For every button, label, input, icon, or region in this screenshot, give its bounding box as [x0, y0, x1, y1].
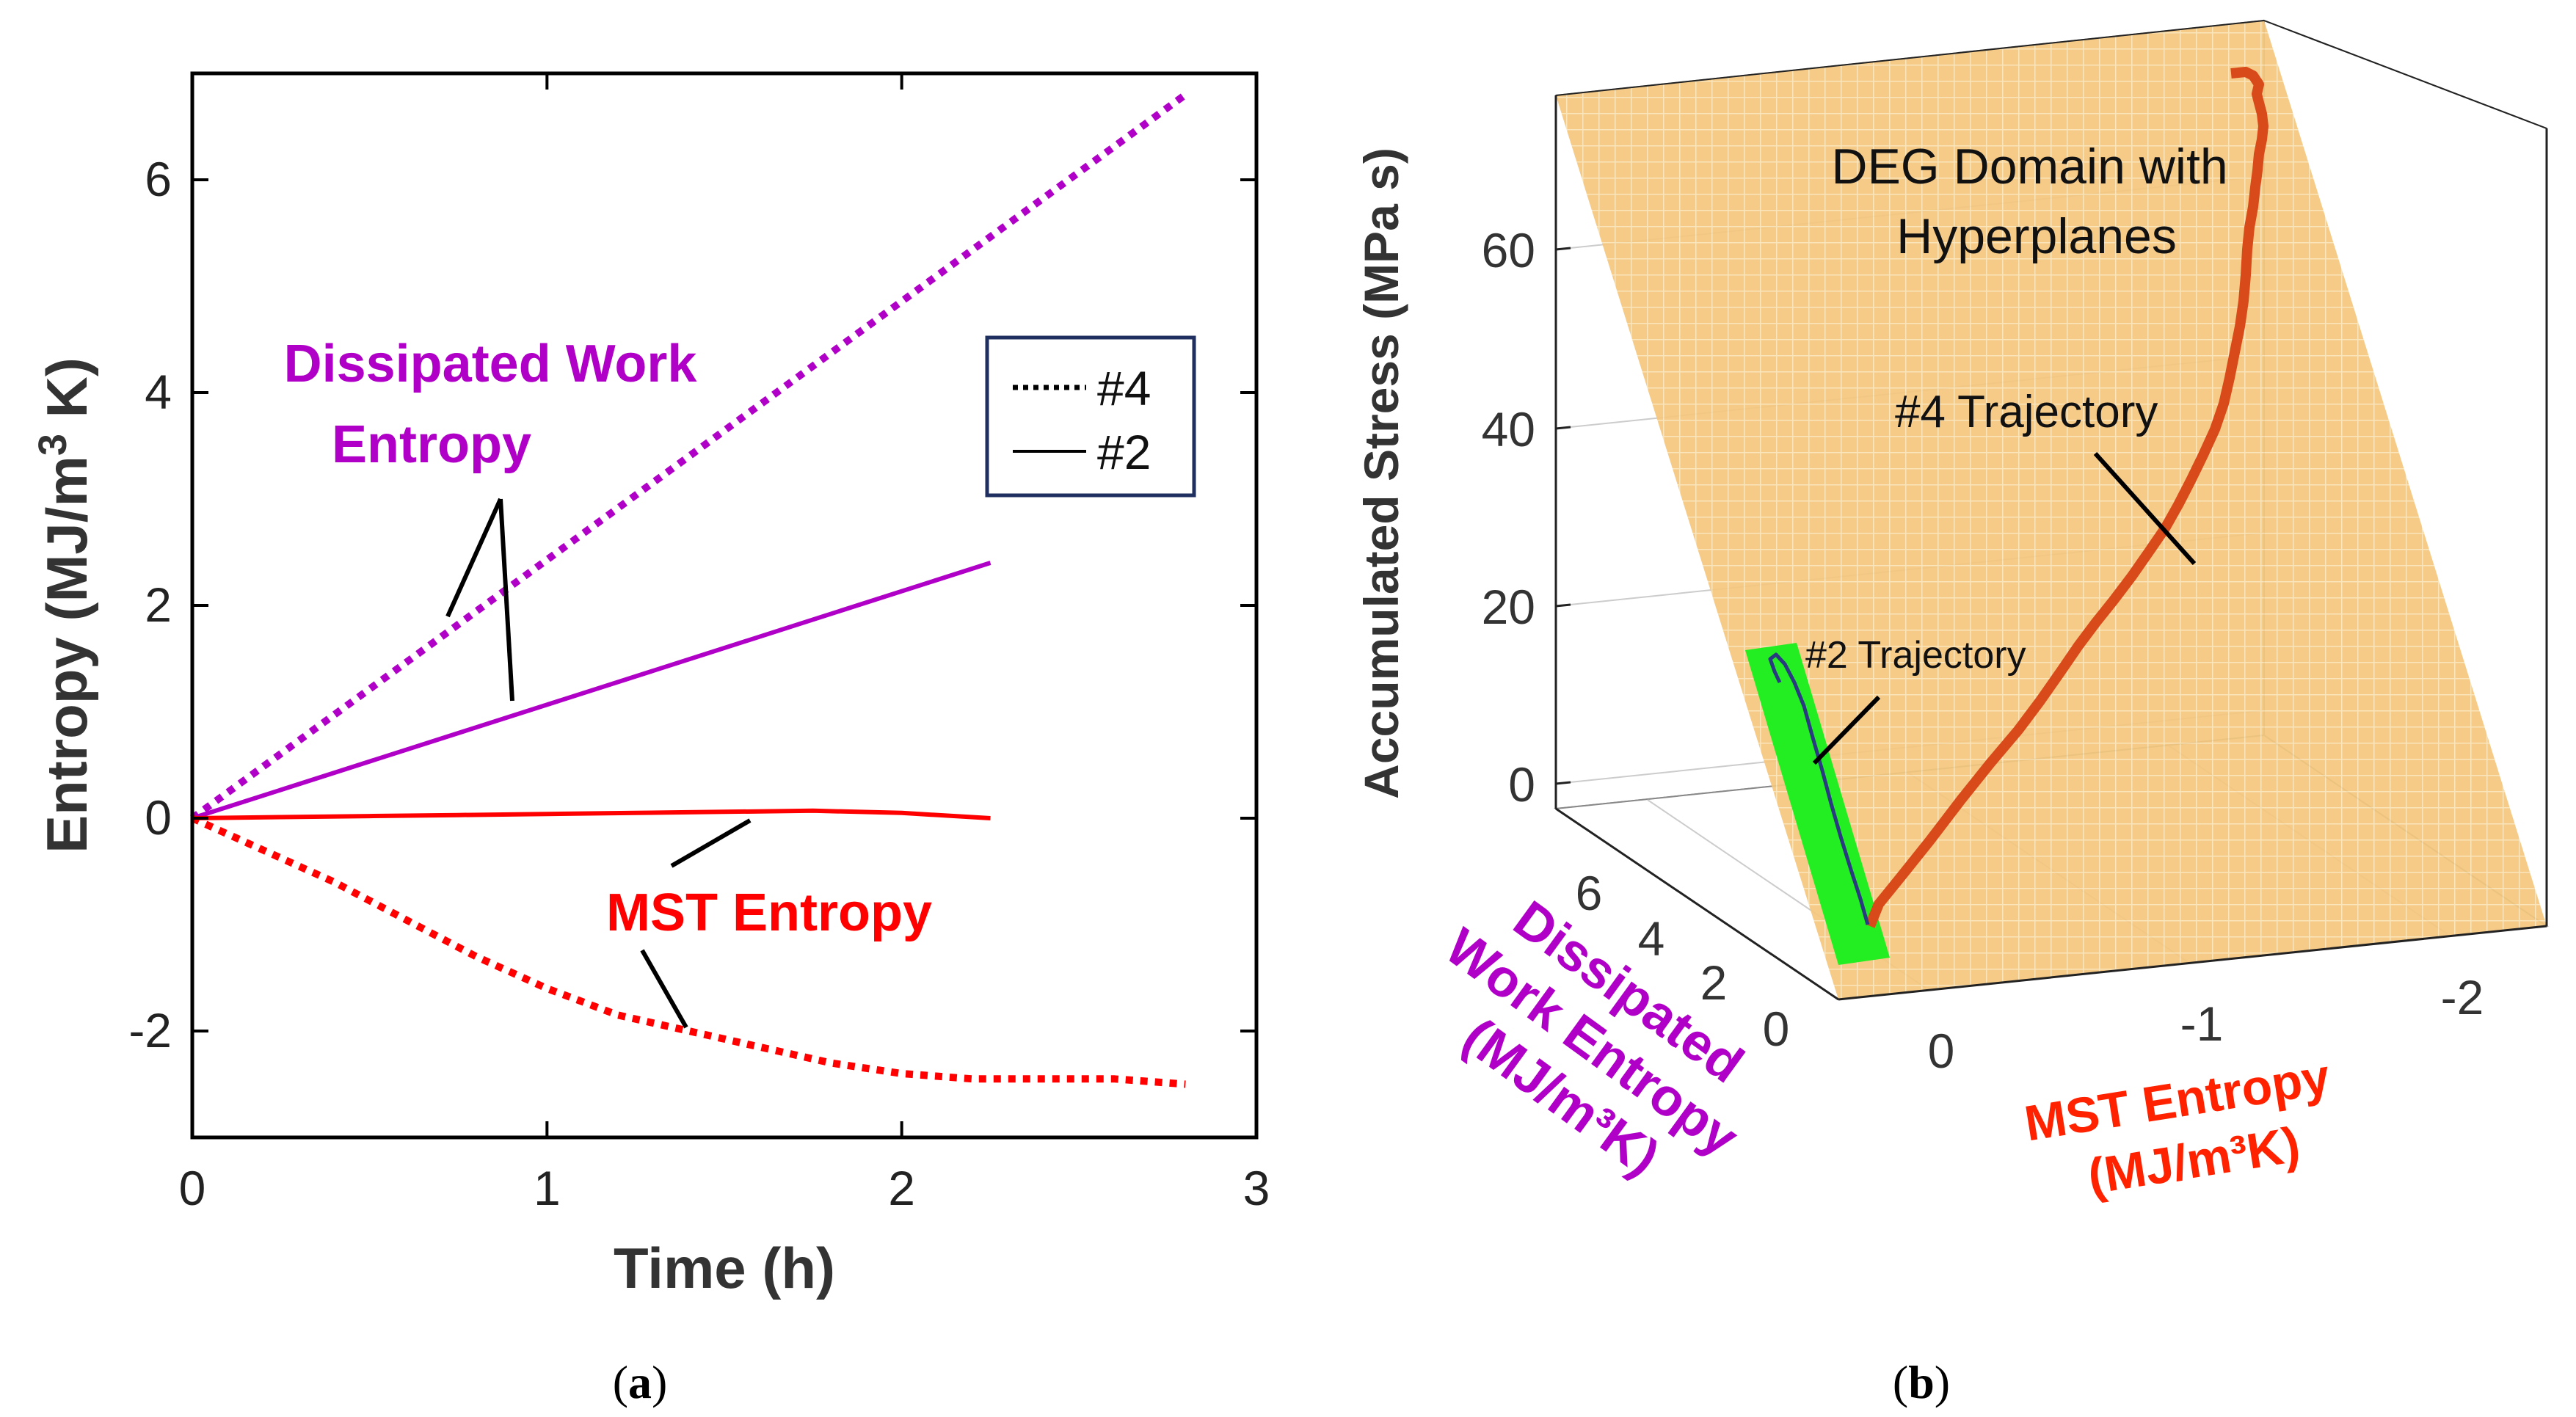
panel-a-line-chart: 0 1 2 3 -2 0 2 4 6 Time (h) Entropy (MJ/m3 K) Di…	[31, 71, 1270, 1408]
y-tick-label-3d: 6	[1576, 866, 1603, 920]
dissipated-leader-line-dotted	[445, 498, 503, 618]
chart-b-z-axis-label: Accumulated Stress (MPa s)	[1354, 147, 1408, 799]
trajectory-4-label: #4 Trajectory	[1895, 387, 2158, 437]
y-tick-label: 4	[145, 365, 172, 419]
chart-a-y-axis-label: Entropy (MJ/m3 K)	[31, 357, 99, 853]
panel-a-caption: (a)	[613, 1356, 668, 1408]
x-tick-label-3d: -2	[2441, 970, 2484, 1024]
chart-a-x-axis-label: Time (h)	[614, 1236, 835, 1300]
y-tick-label-3d: 0	[1763, 1002, 1790, 1056]
mst-leader-line-dotted	[640, 949, 688, 1029]
chart-b-x-axis-label: MST Entropy (MJ/m³K)	[2021, 1046, 2357, 1214]
x-tick-label-3d: 0	[1928, 1024, 1955, 1078]
box-front-edge-bottom	[1555, 807, 1839, 1001]
y-tick-label-3d: 2	[1700, 955, 1728, 1010]
z-tick-label: 60	[1482, 223, 1535, 277]
legend-label-4: #4	[1097, 361, 1151, 415]
box-top-right-edge	[2263, 20, 2547, 129]
y-tick-label: 2	[145, 578, 172, 632]
series-line-4-mst	[190, 815, 1186, 1088]
z-tick-mark	[1555, 781, 1571, 785]
x-tick-label-3d: -1	[2180, 997, 2224, 1051]
legend-label-2: #2	[1097, 425, 1151, 479]
x-tick-label: 2	[888, 1161, 915, 1215]
trajectory-4-leader	[2093, 451, 2197, 566]
chart-a-legend: #4 #2	[985, 335, 1196, 498]
series-line-2-mst	[192, 808, 991, 820]
y-tick-label: 0	[145, 790, 172, 845]
x-tick-label: 3	[1243, 1161, 1270, 1215]
x-tick-label: 1	[534, 1161, 561, 1215]
y-tick-label: -2	[128, 1003, 172, 1057]
z-tick-mark	[1555, 247, 1571, 251]
chart-a-plot-frame	[190, 71, 1259, 1140]
trajectory-2-label: #2 Trajectory	[1805, 634, 2026, 677]
box-top-edge	[1555, 20, 2265, 96]
dissipated-leader-line-solid	[498, 498, 514, 702]
y-tick-label: 6	[145, 152, 172, 206]
z-tick-label: 20	[1482, 580, 1535, 634]
z-tick-label: 0	[1508, 757, 1535, 812]
trajectory-4-line	[1865, 67, 2268, 928]
z-tick-label: 40	[1482, 402, 1535, 456]
deg-domain-label: DEG Domain with Hyperplanes	[1831, 139, 2241, 264]
legend-box	[985, 335, 1196, 498]
dissipated-work-entropy-annotation: Dissipated Work Entropy	[284, 335, 712, 474]
y-tick-label-3d: 4	[1638, 911, 1665, 966]
mst-entropy-annotation: MST Entropy	[606, 884, 932, 942]
trajectory-2-line	[1768, 652, 1870, 925]
series-line-2-dissipated	[192, 561, 992, 820]
x-tick-label: 0	[179, 1161, 206, 1215]
trajectory-2-leader	[1812, 695, 1881, 765]
mst-leader-line-solid	[670, 818, 752, 868]
z-tick-mark	[1555, 603, 1571, 608]
box-front-edge-floor	[1838, 925, 2547, 1001]
chart-a-ticks: 0 1 2 3 -2 0 2 4 6	[128, 73, 1270, 1215]
trajectory-2-green-band	[1745, 643, 1890, 965]
chart-a-series-group	[190, 91, 1188, 1088]
panel-b-caption: (b)	[1893, 1356, 1950, 1408]
z-tick-mark	[1555, 426, 1571, 430]
